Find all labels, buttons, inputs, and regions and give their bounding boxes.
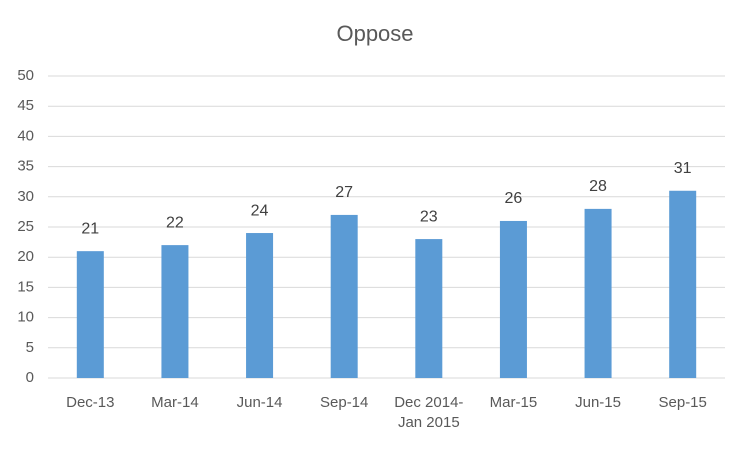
value-label: 23 [420, 208, 438, 225]
value-label: 22 [166, 214, 184, 231]
value-label: 24 [251, 202, 269, 219]
y-tick-label: 5 [26, 339, 34, 356]
value-label: 21 [81, 220, 99, 237]
y-tick-label: 50 [17, 67, 34, 84]
y-tick-label: 10 [17, 309, 34, 326]
y-tick-label: 35 [17, 158, 34, 175]
chart-title: Oppose [336, 21, 413, 46]
x-tick-label: Dec-13 [66, 394, 115, 411]
bar [584, 208, 612, 378]
bar [499, 220, 527, 378]
value-label: 28 [589, 178, 607, 195]
y-tick-label: 30 [17, 188, 34, 205]
value-label: 26 [505, 190, 523, 207]
x-tick-label: Jun-15 [575, 394, 621, 411]
x-tick-label: Mar-14 [151, 394, 199, 411]
y-tick-label: 40 [17, 127, 34, 144]
x-tick-label: Sep-14 [320, 394, 369, 411]
bar [415, 239, 443, 378]
x-tick-label: Dec 2014-Jan 2015 [394, 394, 464, 431]
bar [76, 251, 104, 378]
bar [669, 190, 697, 378]
y-tick-label: 0 [26, 369, 34, 386]
y-tick-label: 20 [17, 248, 34, 265]
y-tick-label: 15 [17, 278, 34, 295]
y-tick-label: 25 [17, 218, 34, 235]
value-label: 27 [335, 184, 353, 201]
x-tick-label: Mar-15 [489, 394, 538, 411]
bar [246, 233, 274, 378]
x-tick-label: Sep-15 [658, 394, 707, 411]
x-tick-label: Jun-14 [236, 394, 283, 411]
bar [161, 245, 189, 378]
value-label: 31 [674, 160, 692, 177]
bar [330, 214, 358, 378]
y-tick-label: 45 [17, 97, 34, 114]
